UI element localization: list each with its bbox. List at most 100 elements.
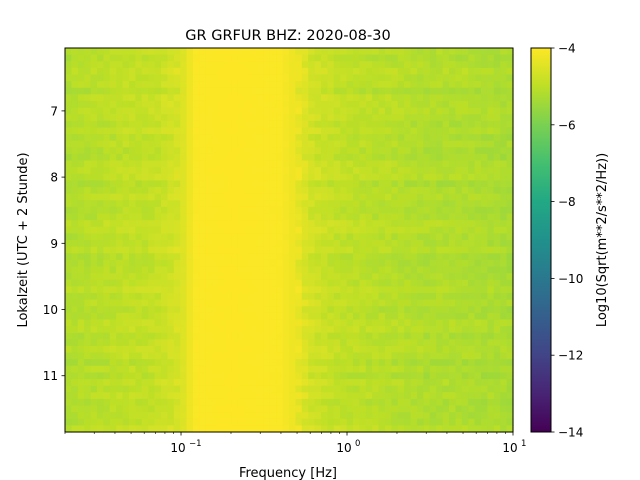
heatmap-cell: [346, 365, 354, 374]
heatmap-cell: [327, 326, 335, 334]
heatmap-cell: [461, 259, 469, 268]
heatmap-cell: [109, 226, 117, 234]
heatmap-cell: [109, 200, 117, 208]
heatmap-cell: [493, 266, 501, 274]
heatmap-cell: [442, 385, 450, 393]
heatmap-cell: [378, 100, 386, 109]
heatmap-cell: [327, 100, 335, 109]
heatmap-cell: [276, 273, 284, 281]
heatmap-cell: [487, 213, 495, 221]
colorbar-tick-label: −8: [558, 195, 576, 209]
heatmap-cell: [77, 180, 85, 188]
heatmap-cell: [455, 312, 463, 321]
heatmap-cell: [109, 233, 117, 241]
heatmap-cell: [327, 187, 335, 195]
heatmap-cell: [154, 180, 162, 188]
heatmap-cell: [359, 292, 367, 301]
heatmap-cell: [263, 100, 271, 109]
heatmap-cell: [468, 339, 476, 347]
heatmap-cell: [404, 425, 412, 433]
heatmap-cell: [397, 140, 405, 148]
heatmap-cell: [154, 326, 162, 334]
heatmap-cell: [397, 147, 405, 155]
heatmap-cell: [301, 259, 309, 268]
heatmap-cell: [180, 266, 188, 274]
heatmap-cell: [225, 200, 232, 208]
heatmap-cell: [122, 385, 130, 393]
heatmap-cell: [340, 253, 348, 261]
heatmap-cell: [193, 206, 200, 215]
heatmap-cell: [449, 134, 456, 142]
heatmap-cell: [193, 226, 200, 234]
heatmap-cell: [97, 54, 104, 62]
heatmap-cell: [154, 226, 162, 234]
heatmap-cell: [410, 259, 418, 268]
heatmap-cell: [244, 180, 252, 188]
heatmap-cell: [180, 160, 188, 168]
heatmap-cell: [244, 54, 252, 62]
heatmap-cell: [493, 352, 501, 360]
heatmap-cell: [263, 279, 271, 287]
heatmap-cell: [365, 213, 373, 221]
heatmap-cell: [103, 147, 111, 155]
heatmap-cell: [359, 48, 367, 56]
heatmap-cell: [250, 372, 258, 380]
heatmap-cell: [500, 345, 508, 354]
heatmap-cell: [84, 134, 92, 142]
heatmap-cells: [65, 48, 514, 433]
heatmap-cell: [301, 134, 309, 142]
heatmap-cell: [327, 107, 335, 115]
heatmap-cell: [65, 180, 72, 188]
heatmap-cell: [385, 312, 392, 321]
heatmap-cell: [385, 372, 392, 380]
heatmap-cell: [404, 332, 412, 340]
heatmap-cell: [391, 425, 399, 433]
heatmap-cell: [410, 279, 418, 287]
heatmap-cell: [314, 418, 322, 426]
heatmap-cell: [193, 359, 200, 367]
heatmap-cell: [109, 312, 117, 321]
heatmap-cell: [391, 352, 399, 360]
heatmap-cell: [186, 326, 194, 334]
heatmap-cell: [327, 114, 335, 122]
heatmap-cell: [423, 140, 431, 148]
heatmap-cell: [417, 94, 424, 102]
heatmap-cell: [449, 160, 456, 168]
heatmap-cell: [359, 372, 367, 380]
heatmap-cell: [71, 292, 79, 301]
heatmap-cell: [353, 147, 360, 155]
heatmap-cell: [205, 114, 213, 122]
heatmap-cell: [314, 306, 322, 314]
heatmap-cell: [289, 286, 296, 294]
heatmap-cell: [167, 379, 175, 387]
heatmap-cell: [397, 120, 405, 129]
heatmap-cell: [250, 418, 258, 426]
heatmap-cell: [289, 326, 296, 334]
heatmap-cell: [250, 94, 258, 102]
heatmap-cell: [148, 94, 156, 102]
heatmap-cell: [103, 253, 111, 261]
heatmap-cell: [378, 240, 386, 248]
heatmap-cell: [506, 160, 514, 168]
heatmap-cell: [404, 74, 412, 82]
heatmap-cell: [340, 412, 348, 420]
heatmap-cell: [97, 147, 104, 155]
heatmap-cell: [269, 326, 277, 334]
heatmap-cell: [397, 365, 405, 374]
heatmap-cell: [295, 286, 303, 294]
heatmap-cell: [212, 425, 220, 433]
heatmap-cell: [340, 206, 348, 215]
heatmap-cell: [423, 127, 431, 135]
heatmap-cell: [77, 233, 85, 241]
heatmap-cell: [282, 193, 290, 201]
heatmap-cell: [301, 365, 309, 374]
heatmap-cell: [385, 100, 392, 109]
heatmap-cell: [391, 292, 399, 301]
heatmap-cell: [231, 412, 239, 420]
heatmap-cell: [161, 392, 168, 400]
heatmap-cell: [372, 425, 380, 433]
heatmap-cell: [500, 167, 508, 175]
heatmap-cell: [97, 359, 104, 367]
heatmap-cell: [282, 372, 290, 380]
heatmap-cell: [289, 266, 296, 274]
